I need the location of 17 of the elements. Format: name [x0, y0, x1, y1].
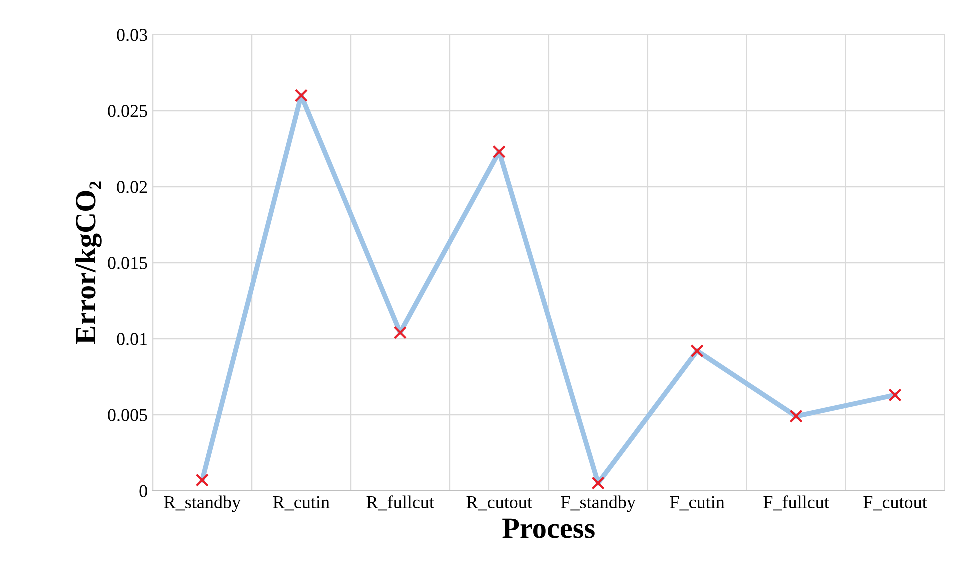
y-tick-label: 0.025: [108, 105, 148, 118]
x-axis-title: Process: [502, 518, 595, 538]
y-tick-label: 0.02: [117, 181, 148, 194]
x-tick-label: F_standby: [561, 496, 636, 512]
x-tick-label: R_cutout: [466, 496, 532, 511]
y-tick-label: 0.015: [108, 257, 148, 270]
x-tick-label: F_cutout: [864, 496, 928, 511]
x-tick-label: R_fullcut: [366, 496, 434, 511]
x-tick-label: R_standby: [164, 496, 241, 512]
x-tick-label: R_cutin: [273, 496, 330, 511]
y-tick-label: 0.03: [117, 29, 148, 42]
y-axis-title: Error/kgCO₂: [75, 182, 102, 344]
y-tick-label: 0: [140, 485, 148, 498]
x-tick-label: F_cutin: [670, 496, 725, 511]
x-tick-label: F_fullcut: [764, 496, 830, 511]
y-tick-label: 0.01: [117, 333, 147, 346]
y-tick-label: 0.005: [108, 409, 148, 422]
